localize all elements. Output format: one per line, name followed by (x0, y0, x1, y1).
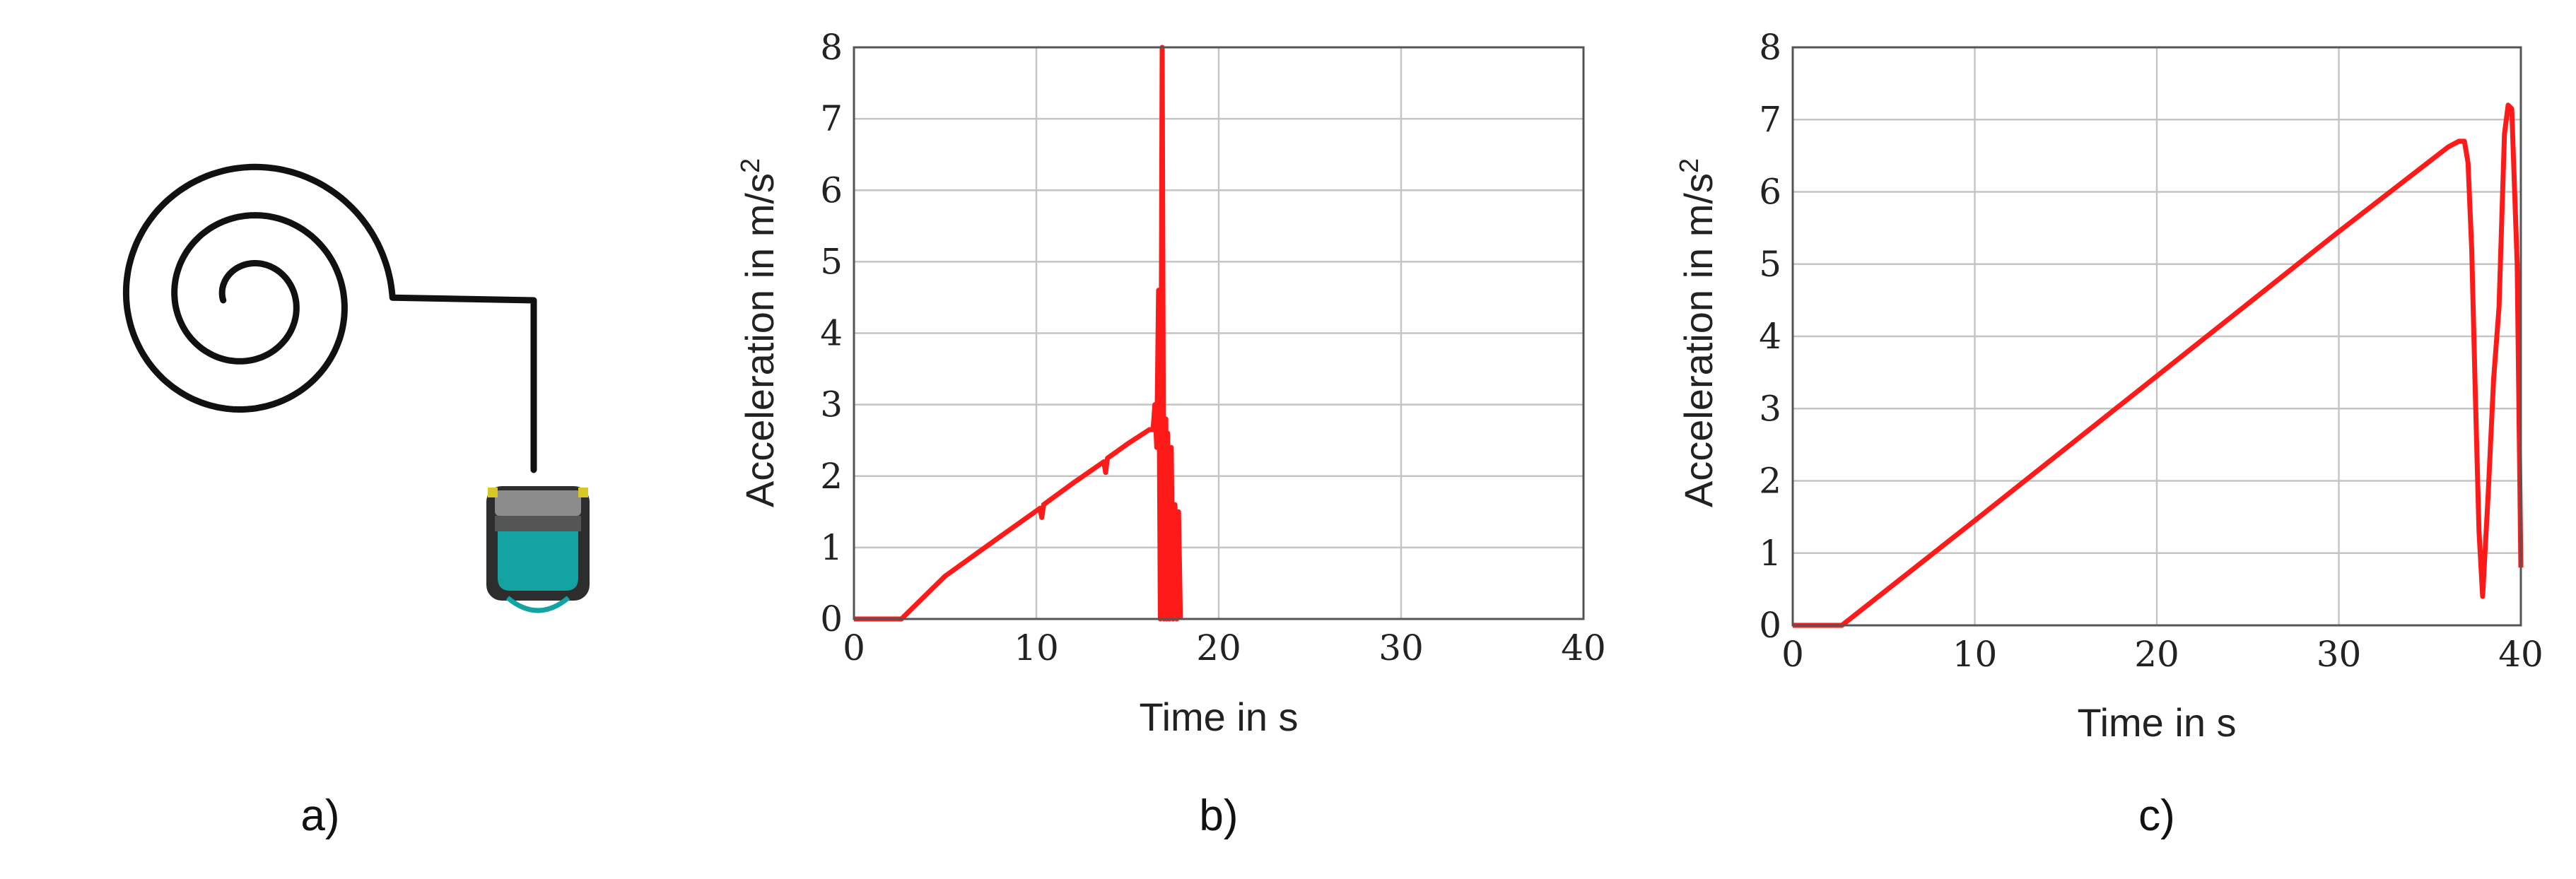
plot-frame-b (853, 46, 1585, 620)
x-axis-label-c: Time in s (2077, 700, 2236, 745)
x-tick-label-b: 20 (1196, 627, 1241, 668)
y-tick-label-c: 3 (1759, 388, 1781, 429)
y-tick-label-b: 7 (820, 98, 843, 139)
series-line-b (854, 45, 1183, 622)
y-axis-label-b: Acceleration in m/s2 (736, 158, 782, 507)
y-tick-label-b: 2 (820, 456, 843, 497)
plot-frame-c (1791, 46, 2522, 627)
y-tick-label-c: 2 (1759, 461, 1781, 502)
y-tick-label-c: 1 (1759, 533, 1781, 574)
chart-b: 0 10 20 30 40 0 1 2 3 4 5 6 7 8 Time in s Acceleratio… (736, 27, 1606, 840)
x-tick-label-b: 40 (1561, 627, 1606, 668)
y-tick-label-c: 7 (1759, 99, 1781, 140)
panel-label-c: c) (2138, 791, 2175, 840)
y-tick-label-b: 6 (820, 170, 843, 211)
y-tick-label-b: 1 (820, 527, 843, 568)
y-axis-label-c: Acceleration in m/s2 (1675, 158, 1721, 507)
x-tick-label-c: 40 (2498, 634, 2543, 675)
y-tick-label-b: 5 (820, 241, 843, 282)
x-tick-label-b: 30 (1378, 627, 1424, 668)
y-tick-label-b: 4 (820, 313, 843, 354)
x-tick-label-c: 20 (2134, 634, 2179, 675)
x-tick-label-c: 10 (1953, 634, 1998, 675)
x-tick-label-b: 10 (1014, 627, 1059, 668)
y-tick-label-b: 0 (820, 598, 843, 639)
chart-c: 0 10 20 30 40 0 1 2 3 4 5 6 7 8 Time in s Acceleratio… (1675, 27, 2543, 840)
x-tick-label-c: 0 (1781, 634, 1804, 675)
series-line-c (1793, 102, 2524, 628)
vehicle-icon (486, 486, 590, 613)
y-tick-label-c: 5 (1759, 244, 1781, 285)
panel-label-a: a) (300, 791, 339, 840)
x-tick-label-c: 30 (2317, 634, 2362, 675)
spiral-path-icon (122, 163, 537, 473)
x-tick-label-b: 0 (843, 627, 865, 668)
y-tick-label-b: 8 (820, 27, 843, 68)
panel-a: a) (122, 163, 590, 840)
y-tick-label-c: 0 (1759, 605, 1781, 646)
y-tick-label-b: 3 (820, 384, 843, 425)
y-tick-label-c: 6 (1759, 172, 1781, 213)
x-axis-label-b: Time in s (1139, 695, 1298, 739)
y-tick-label-c: 8 (1759, 27, 1781, 68)
y-tick-label-c: 4 (1759, 316, 1781, 357)
panel-label-b: b) (1199, 791, 1238, 840)
